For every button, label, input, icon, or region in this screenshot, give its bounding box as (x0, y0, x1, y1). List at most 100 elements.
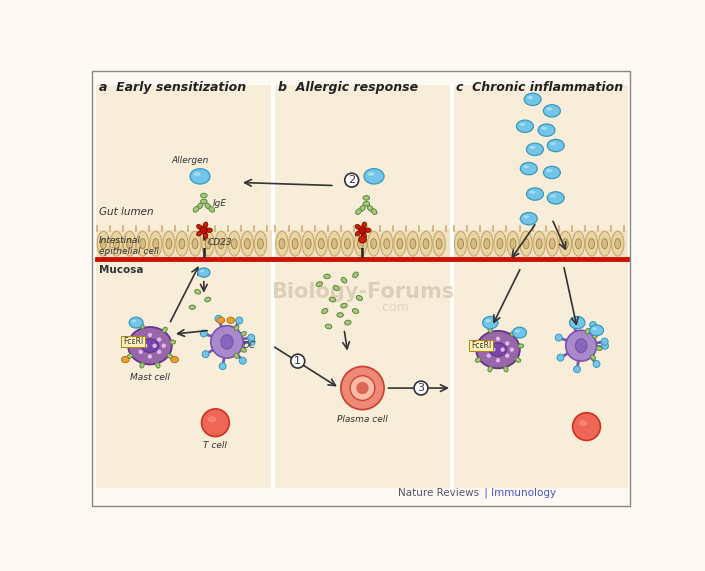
FancyArrowPatch shape (388, 385, 447, 391)
Text: | Immunology: | Immunology (481, 488, 556, 498)
Ellipse shape (316, 282, 322, 287)
Ellipse shape (197, 268, 210, 277)
Circle shape (501, 347, 505, 352)
Circle shape (248, 339, 255, 345)
Circle shape (601, 338, 608, 345)
Circle shape (496, 337, 500, 341)
Ellipse shape (190, 168, 210, 184)
Ellipse shape (206, 228, 212, 232)
Ellipse shape (475, 357, 481, 362)
Ellipse shape (504, 367, 508, 372)
Circle shape (341, 367, 384, 409)
Bar (96, 86, 272, 488)
Ellipse shape (484, 239, 490, 249)
Ellipse shape (123, 231, 135, 256)
FancyArrowPatch shape (200, 282, 207, 291)
Ellipse shape (589, 239, 594, 249)
Ellipse shape (345, 239, 350, 249)
Text: Allergen: Allergen (171, 156, 209, 165)
Ellipse shape (533, 231, 546, 256)
Ellipse shape (202, 231, 214, 256)
Ellipse shape (333, 286, 339, 291)
Bar (453, 86, 628, 488)
Circle shape (345, 173, 359, 187)
Ellipse shape (575, 339, 587, 353)
Ellipse shape (156, 363, 160, 368)
Ellipse shape (527, 188, 544, 200)
Bar (97, 230, 271, 257)
Text: IgE: IgE (213, 199, 227, 208)
Ellipse shape (513, 327, 527, 338)
Ellipse shape (127, 239, 133, 249)
Circle shape (152, 344, 157, 348)
Ellipse shape (520, 212, 537, 225)
Circle shape (157, 337, 161, 341)
Bar (275, 86, 451, 488)
Ellipse shape (481, 231, 493, 256)
Ellipse shape (289, 231, 301, 256)
Circle shape (505, 341, 510, 345)
Text: CD23: CD23 (208, 238, 233, 247)
Circle shape (139, 337, 143, 341)
Ellipse shape (137, 231, 149, 256)
Ellipse shape (579, 420, 587, 426)
Ellipse shape (601, 239, 608, 249)
Circle shape (239, 357, 246, 364)
FancyArrowPatch shape (245, 179, 332, 186)
Ellipse shape (520, 231, 532, 256)
Ellipse shape (341, 303, 347, 308)
FancyArrowPatch shape (178, 329, 207, 336)
Ellipse shape (367, 206, 373, 211)
Ellipse shape (393, 231, 406, 256)
Ellipse shape (193, 207, 199, 212)
Ellipse shape (488, 367, 492, 372)
Ellipse shape (591, 355, 596, 360)
Ellipse shape (529, 146, 535, 149)
Ellipse shape (615, 239, 620, 249)
Ellipse shape (209, 207, 214, 212)
FancyArrowPatch shape (513, 225, 535, 257)
Ellipse shape (110, 231, 123, 256)
Ellipse shape (559, 231, 572, 256)
Ellipse shape (352, 272, 358, 278)
Ellipse shape (471, 239, 477, 249)
Ellipse shape (550, 142, 556, 145)
Ellipse shape (203, 232, 208, 238)
Ellipse shape (527, 96, 533, 99)
Ellipse shape (355, 224, 361, 230)
Ellipse shape (546, 169, 552, 172)
Ellipse shape (592, 327, 597, 330)
Ellipse shape (550, 195, 556, 198)
Ellipse shape (523, 165, 529, 168)
Circle shape (202, 351, 209, 357)
Ellipse shape (195, 289, 201, 294)
Ellipse shape (572, 231, 584, 256)
Circle shape (350, 376, 375, 400)
Ellipse shape (474, 340, 479, 345)
Bar (276, 230, 450, 257)
Ellipse shape (201, 193, 207, 198)
Ellipse shape (141, 339, 159, 352)
Text: Mucosa: Mucosa (99, 265, 144, 275)
Circle shape (161, 344, 166, 348)
Ellipse shape (189, 231, 201, 256)
Ellipse shape (458, 239, 464, 249)
FancyArrowPatch shape (553, 221, 565, 249)
Ellipse shape (476, 331, 520, 368)
Circle shape (491, 347, 496, 352)
Ellipse shape (547, 192, 564, 204)
Ellipse shape (360, 206, 365, 211)
Ellipse shape (315, 231, 327, 256)
Ellipse shape (356, 295, 362, 300)
Circle shape (148, 333, 152, 337)
Ellipse shape (518, 344, 524, 348)
Ellipse shape (467, 231, 480, 256)
Ellipse shape (345, 320, 351, 325)
Ellipse shape (227, 317, 235, 323)
Ellipse shape (510, 331, 515, 336)
Ellipse shape (129, 317, 143, 328)
Ellipse shape (544, 166, 560, 179)
Ellipse shape (204, 297, 211, 302)
Ellipse shape (197, 231, 202, 236)
Text: Biology-Forums: Biology-Forums (271, 282, 454, 302)
